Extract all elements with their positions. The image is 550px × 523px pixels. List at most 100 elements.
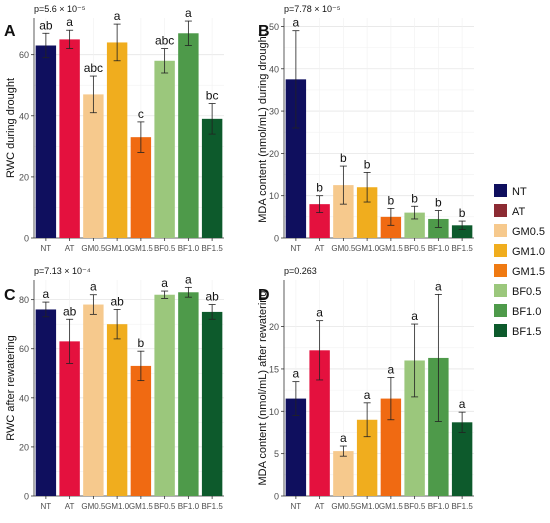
legend-label: NT	[512, 186, 527, 198]
bar	[428, 357, 449, 496]
significance-letter: b	[316, 181, 323, 195]
p-value-label: p=0.263	[284, 266, 317, 276]
significance-letter: abc	[84, 61, 103, 75]
bar	[285, 79, 307, 238]
panel-letter: B	[258, 23, 270, 40]
bar	[285, 398, 307, 496]
legend-swatch	[494, 224, 507, 237]
significance-letter: b	[388, 193, 395, 207]
x-tick-label: BF0.5	[154, 244, 176, 253]
significance-letter: a	[293, 367, 300, 381]
y-tick-label: 40	[19, 393, 29, 403]
y-tick-label: 80	[19, 295, 29, 305]
x-tick-label: BF1.0	[178, 244, 200, 253]
panel-letter: A	[4, 23, 16, 40]
significance-letter: a	[411, 309, 418, 323]
y-tick-label: 20	[269, 322, 279, 332]
bar	[404, 360, 425, 496]
significance-letter: b	[340, 151, 347, 165]
significance-letter: a	[293, 16, 300, 30]
y-tick-label: 60	[19, 50, 29, 60]
legend-swatch	[494, 264, 507, 277]
panel-b: 0 10 20 30 40 50 a NT b AT b GM0.5 b GM1.0 b GM1.5 b BF0.…	[257, 4, 474, 253]
x-tick-label: BF1.0	[428, 244, 450, 253]
bar	[404, 212, 425, 238]
bar	[178, 292, 199, 496]
y-tick-label: 60	[19, 344, 29, 354]
legend-label: BF1.5	[512, 326, 541, 338]
legend: NT AT GM0.5 GM1.0 GM1.5 BF0.5 BF1.0 BF1.5	[494, 184, 545, 338]
significance-letter: ab	[110, 294, 124, 308]
x-tick-label: NT	[41, 244, 52, 253]
bar	[309, 350, 330, 496]
significance-letter: a	[364, 388, 371, 402]
x-tick-label: GM1.5	[379, 244, 404, 253]
panel-c: 0 20 40 60 80 a NT ab AT a GM0.5 ab GM1.0 b GM1.5 a BF0.…	[4, 266, 224, 511]
bar	[201, 118, 223, 238]
y-tick-label: 0	[274, 234, 279, 244]
panel-letter: C	[4, 287, 16, 304]
legend-label: GM0.5	[512, 226, 545, 238]
y-tick-label: 20	[19, 442, 29, 452]
significance-letter: ab	[205, 290, 219, 304]
bar	[130, 137, 152, 238]
x-tick-label: NT	[291, 244, 302, 253]
bar	[59, 39, 80, 239]
bar	[178, 33, 199, 239]
bar	[83, 304, 104, 496]
x-tick-label: AT	[315, 502, 325, 511]
significance-letter: a	[66, 15, 73, 29]
significance-letter: b	[364, 157, 371, 171]
legend-label: GM1.5	[512, 266, 545, 278]
significance-letter: b	[459, 206, 466, 220]
x-tick-label: BF1.0	[428, 502, 450, 511]
x-tick-label: GM1.5	[129, 244, 154, 253]
x-tick-label: BF1.5	[201, 502, 223, 511]
bar	[451, 225, 473, 238]
bar	[333, 185, 354, 238]
significance-letter: b	[411, 191, 418, 205]
bar	[356, 419, 378, 496]
y-tick-label: 20	[19, 172, 29, 182]
x-tick-label: BF1.5	[451, 244, 473, 253]
x-tick-label: BF0.5	[154, 502, 176, 511]
y-tick-label: 40	[269, 64, 279, 74]
bar	[106, 324, 128, 496]
bar	[59, 341, 80, 496]
legend-swatch	[494, 324, 507, 337]
x-tick-label: BF1.5	[451, 502, 473, 511]
y-axis-label: MDA content (nmol/mL) after rewatering	[257, 290, 269, 485]
significance-letter: a	[185, 272, 192, 286]
significance-letter: a	[388, 362, 395, 376]
x-tick-label: AT	[65, 244, 75, 253]
bar	[380, 216, 402, 238]
y-tick-label: 10	[269, 407, 279, 417]
x-tick-label: NT	[41, 502, 52, 511]
x-tick-label: NT	[291, 502, 302, 511]
bar	[380, 398, 402, 496]
x-tick-label: GM1.0	[355, 244, 380, 253]
x-tick-label: GM1.5	[129, 502, 154, 511]
x-tick-label: GM1.0	[355, 502, 380, 511]
legend-label: BF1.0	[512, 306, 541, 318]
y-tick-label: 40	[19, 111, 29, 121]
x-tick-label: BF0.5	[404, 244, 426, 253]
legend-swatch	[494, 204, 507, 217]
y-tick-label: 10	[269, 191, 279, 201]
p-value-label: p=7.13 × 10⁻⁴	[34, 266, 91, 276]
significance-letter: a	[43, 287, 50, 301]
bar	[83, 94, 104, 238]
x-tick-label: GM0.5	[81, 244, 106, 253]
y-axis-label: RWC after rewatering	[5, 335, 17, 441]
y-tick-label: 5	[274, 449, 279, 459]
bar	[130, 365, 152, 496]
significance-letter: bc	[206, 89, 219, 103]
panel-d: 0 5 10 15 20 a NT a AT a GM0.5 a GM1.0 a GM1.5 a BF0.5 a B…	[257, 266, 474, 511]
bar	[451, 422, 473, 496]
legend-swatch	[494, 184, 507, 197]
legend-swatch	[494, 244, 507, 257]
legend-label: BF0.5	[512, 286, 541, 298]
significance-letter: a	[459, 397, 466, 411]
significance-letter: ab	[39, 18, 53, 32]
